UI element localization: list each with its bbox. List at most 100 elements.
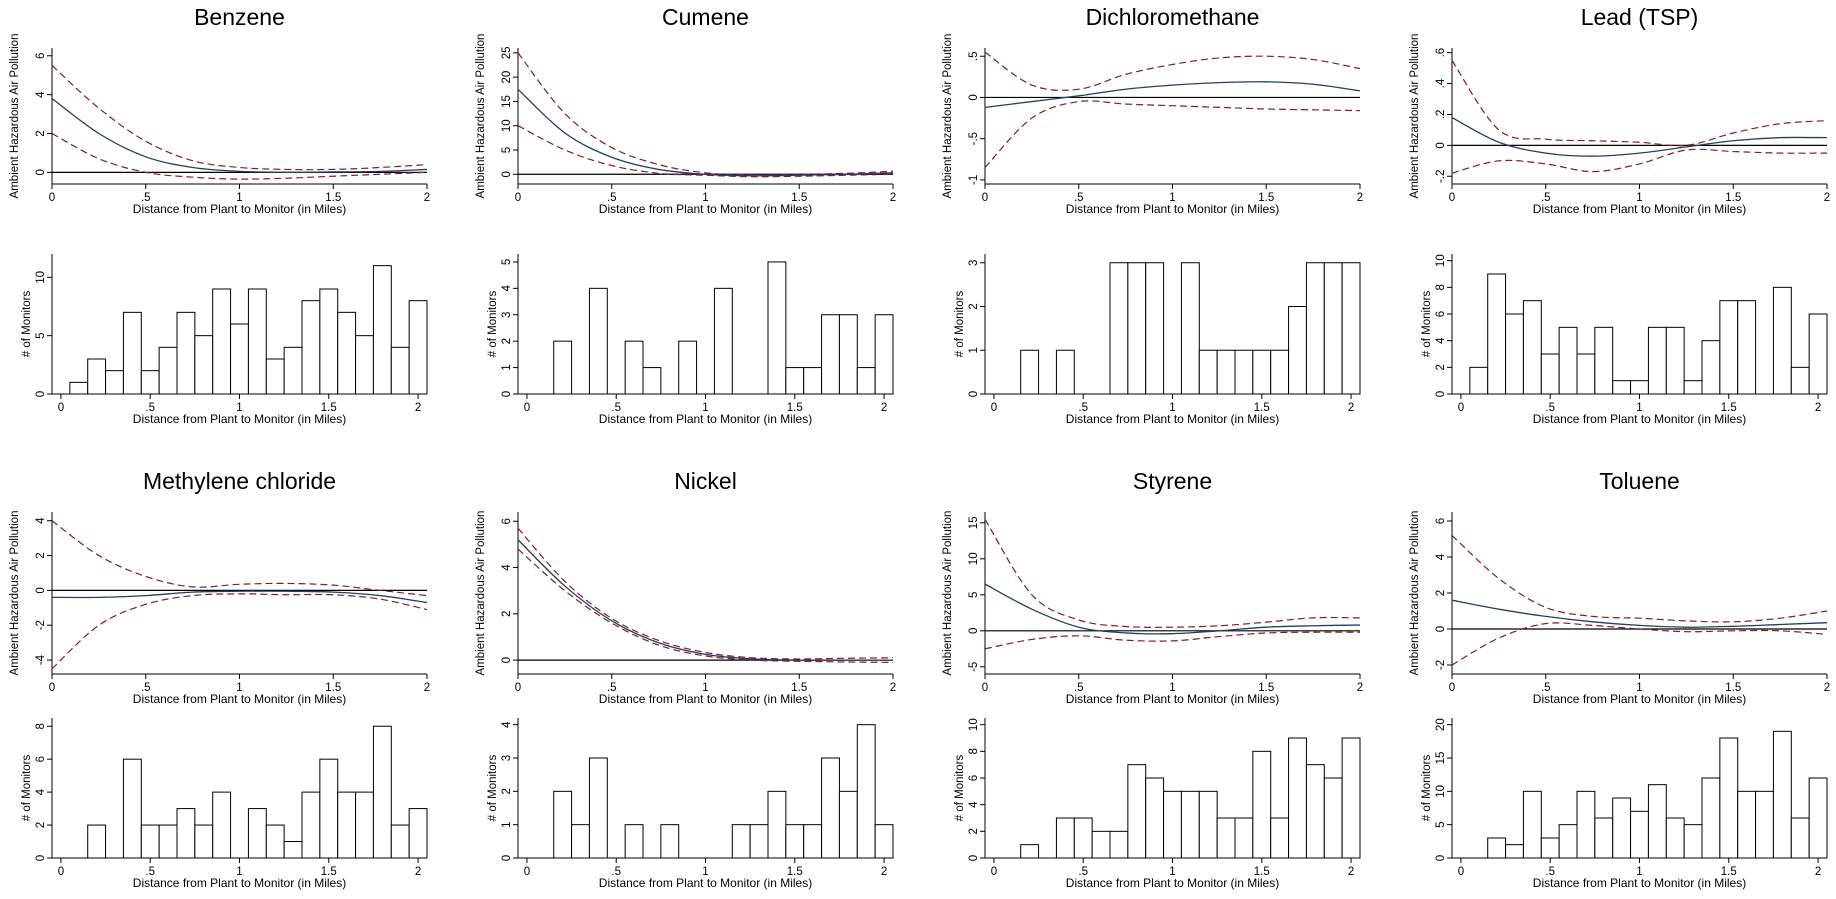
- ci-upper-line: [1451, 60, 1828, 147]
- histogram-bar: [337, 791, 357, 859]
- histogram-bar: [1487, 837, 1507, 859]
- histogram-bar: [390, 346, 410, 395]
- y-tick-label: 4: [35, 517, 47, 524]
- histogram-bar: [1216, 817, 1236, 859]
- histogram-bar: [1594, 817, 1614, 859]
- y-axis-label: # of Monitors: [1421, 291, 1433, 358]
- x-axis-label: Distance from Plant to Monitor (in Miles…: [1533, 412, 1746, 426]
- y-tick-label: 4: [501, 285, 513, 292]
- x-tick-label: 1: [1169, 402, 1175, 414]
- y-tick-label: 4: [501, 564, 513, 571]
- x-tick-label: 2: [1357, 682, 1363, 694]
- histogram-bar: [158, 824, 178, 859]
- histogram-bar: [1055, 817, 1075, 859]
- histogram-bar: [1522, 300, 1542, 395]
- x-axis-label: Distance from Plant to Monitor (in Miles…: [1533, 876, 1746, 890]
- histogram-bar: [212, 288, 232, 395]
- panel-title: Lead (TSP): [1581, 4, 1699, 30]
- histogram-bar: [87, 824, 107, 859]
- y-tick-label: 2: [501, 611, 513, 617]
- histogram-bar: [713, 287, 733, 395]
- x-tick-label: .5: [1074, 682, 1084, 694]
- ci-lower-line: [517, 125, 894, 178]
- histogram-bar: [1755, 790, 1774, 859]
- histogram-bar: [283, 841, 303, 859]
- histogram-bar: [1790, 366, 1810, 395]
- histogram-bar: [785, 824, 805, 859]
- y-tick-label: 15: [1435, 752, 1447, 765]
- x-tick-label: 0: [58, 866, 64, 878]
- histogram-bar: [1576, 353, 1596, 395]
- histogram-bar: [140, 824, 160, 859]
- x-tick-label: 2: [881, 866, 887, 878]
- histogram-bar: [355, 335, 374, 395]
- panel-dichloromethane: Dichloromethane-1-.50.50.5 1 1.5 2Distance …: [942, 4, 1363, 426]
- x-tick-label: 1.5: [1721, 866, 1737, 878]
- histogram-bar: [1020, 844, 1040, 859]
- histogram-bar: [408, 808, 428, 859]
- x-tick-label: 1.5: [787, 402, 803, 414]
- x-tick-label: 0: [58, 402, 64, 414]
- y-tick-label: 0: [1435, 391, 1447, 397]
- histogram-bar: [642, 367, 662, 395]
- histogram-bar: [283, 346, 303, 395]
- y-axis-label: # of Monitors: [954, 755, 966, 822]
- histogram: 0 5 10 15 20 0 .5 1 1.5 2 Distance from Plant to M…: [1421, 718, 1828, 890]
- x-tick-label: 0: [1458, 402, 1464, 414]
- estimate-line: [517, 539, 893, 661]
- histogram-bar: [856, 724, 876, 859]
- x-axis-label: Distance from Plant to Monitor (in Miles…: [1066, 692, 1279, 706]
- ci-upper-line: [517, 52, 894, 176]
- y-tick-label: -2: [1435, 660, 1447, 670]
- y-tick-label: 8: [968, 748, 980, 754]
- histogram-bar: [1305, 764, 1325, 859]
- histogram-bar: [1198, 349, 1218, 395]
- x-tick-label: .5: [1078, 402, 1088, 414]
- y-tick-label: 2: [968, 828, 980, 834]
- panel-title: Toluene: [1599, 468, 1680, 494]
- histogram-bar: [176, 808, 196, 859]
- x-axis-label: Distance from Plant to Monitor (in Miles…: [133, 692, 346, 706]
- y-tick-label: 1: [501, 821, 513, 827]
- histogram-bar: [301, 300, 321, 395]
- histogram-bar: [355, 791, 374, 859]
- y-tick-label: -4: [35, 654, 47, 665]
- histogram-bar: [1323, 262, 1343, 395]
- histogram-bar: [1163, 790, 1182, 859]
- histogram-bar: [1180, 790, 1200, 859]
- x-tick-label: .5: [1541, 682, 1551, 694]
- x-tick-label: .5: [1541, 192, 1551, 204]
- y-tick-label: 15: [501, 95, 513, 108]
- histogram-bar: [1305, 262, 1325, 395]
- x-tick-label: 1.5: [1725, 682, 1741, 694]
- histogram-bar: [1558, 326, 1578, 395]
- y-tick-label: 2: [1435, 590, 1447, 596]
- y-tick-label: 6: [35, 53, 47, 59]
- y-tick-label: .6: [1435, 48, 1447, 58]
- y-tick-label: 8: [35, 723, 47, 729]
- estimate-line: [1451, 599, 1828, 628]
- y-axis-label: # of Monitors: [487, 291, 499, 358]
- histogram-bar: [624, 824, 644, 859]
- histogram-bar: [122, 311, 142, 395]
- histogram-bar: [1683, 380, 1703, 395]
- histogram-bar: [1505, 844, 1524, 859]
- y-tick-label: 5: [968, 592, 980, 598]
- histogram-bar: [1270, 817, 1290, 859]
- x-axis-label: Distance from Plant to Monitor (in Miles…: [1066, 412, 1279, 426]
- x-tick-label: 1: [236, 682, 242, 694]
- x-tick-label: 1: [1636, 682, 1642, 694]
- histogram-bar: [105, 370, 124, 395]
- histogram-bar: [1145, 262, 1165, 395]
- estimate-line: [984, 583, 1361, 635]
- y-tick-label: 10: [501, 119, 513, 132]
- x-tick-label: 1.5: [1254, 866, 1270, 878]
- y-tick-label: 10: [968, 718, 980, 731]
- x-tick-label: 0: [515, 682, 521, 694]
- y-axis-label: Ambient Hazardous Air Pollution: [475, 511, 487, 676]
- histogram-bar: [1198, 790, 1218, 859]
- histogram-bar: [1737, 300, 1757, 395]
- y-tick-label: 0: [501, 657, 513, 663]
- y-tick-label: 5: [501, 147, 513, 153]
